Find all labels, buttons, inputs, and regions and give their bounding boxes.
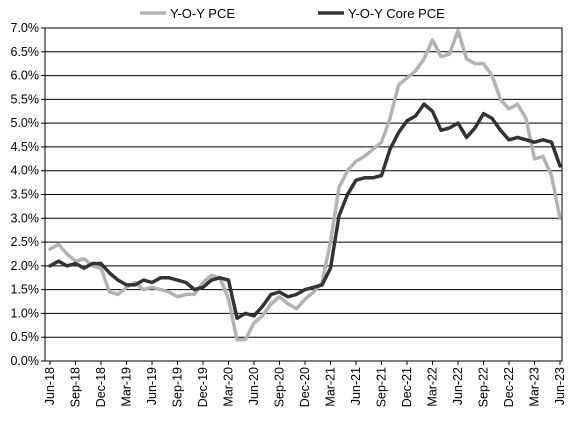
x-tick-label: Sep-18 [69,367,83,407]
x-tick-label: Dec-18 [94,367,108,407]
x-tick-label: Sep-21 [375,367,389,407]
y-tick-label: 6.5% [11,45,40,59]
y-tick-label: 5.5% [11,92,40,106]
x-tick-label: Mar-20 [222,367,236,407]
x-tick-label: Mar-19 [120,367,134,407]
y-tick-label: 2.0% [11,259,40,273]
series-line-core-pce [48,102,562,320]
y-tick-label: 0.0% [11,354,40,368]
x-tick-label: Jun-20 [247,367,261,405]
legend-label: Y-O-Y PCE [170,6,235,21]
y-tick-label: 4.5% [11,140,40,154]
y-tick-label: 4.0% [11,164,40,178]
gridlines [45,27,562,362]
legend: Y-O-Y PCE Y-O-Y Core PCE [140,6,445,21]
x-tick-label: Mar-21 [324,367,338,407]
legend-label: Y-O-Y Core PCE [348,6,445,21]
y-tick-label: 1.0% [11,306,40,320]
series-line-pce [48,28,562,342]
x-tick-label: Mar-22 [426,367,440,407]
y-tick-label: 0.5% [11,330,40,344]
x-tick-label: Sep-19 [171,367,185,407]
y-tick-label: 3.5% [11,188,40,202]
y-tick-label: 6.0% [11,69,40,83]
y-tick-label: 1.5% [11,283,40,297]
x-tick-label: Dec-21 [400,367,414,407]
x-tick-label: Dec-22 [502,367,516,407]
x-tick-label: Sep-20 [273,367,287,407]
x-tick-label: Dec-19 [196,367,210,407]
x-axis-ticks: Jun-18 Sep-18 Dec-18 Mar-19 Jun-19 Sep-19 Dec-… [43,361,567,407]
x-tick-label: Sep-22 [477,367,491,407]
y-tick-label: 7.0% [11,21,40,35]
x-tick-label: Jun-21 [349,367,363,405]
y-tick-label: 3.0% [11,211,40,225]
x-tick-label: Mar-23 [528,367,542,407]
y-tick-label: 2.5% [11,235,40,249]
plot-frame [44,27,563,362]
y-axis-ticks: 0.0% 0.5% 1.0% 1.5% 2.0% 2.5% 3.0% 3.5% 4.0% 4.5%… [11,21,45,368]
y-tick-label: 5.0% [11,116,40,130]
x-tick-label: Jun-22 [451,367,465,405]
x-tick-label: Jun-18 [43,367,57,405]
x-tick-label: Jun-23 [553,367,567,405]
series-lines [48,28,562,342]
x-tick-label: Jun-19 [145,367,159,405]
x-tick-label: Dec-20 [298,367,312,407]
